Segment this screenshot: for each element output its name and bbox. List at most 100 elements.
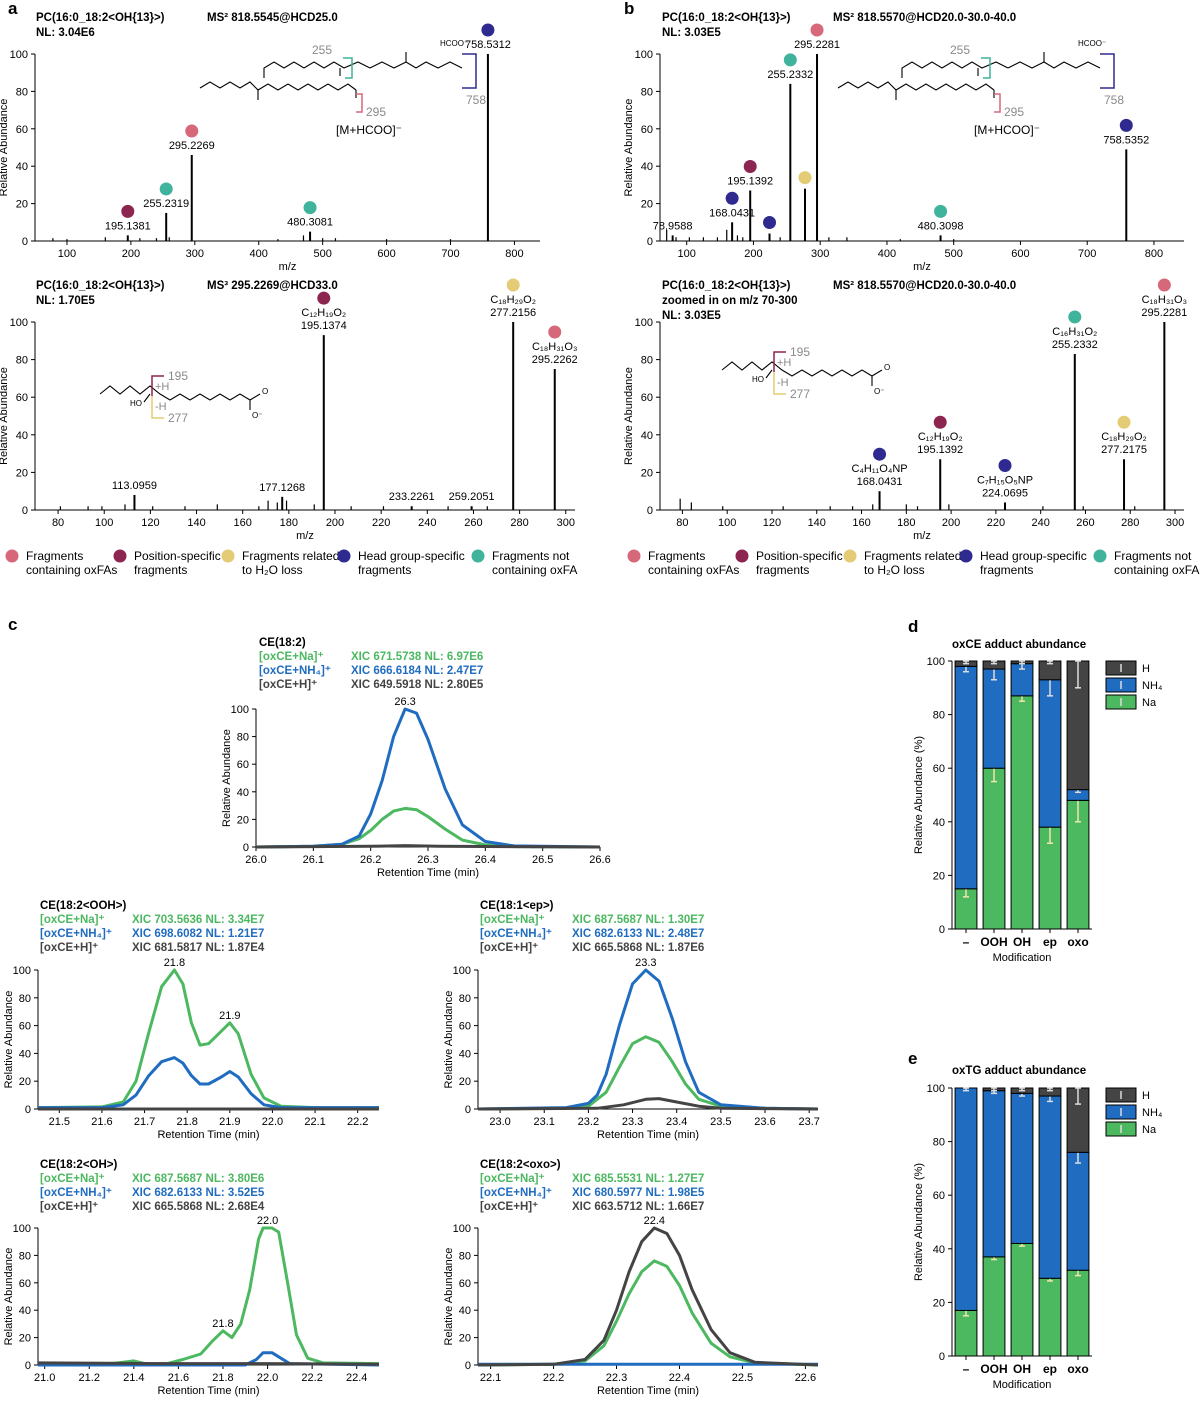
h-minus-label: -H xyxy=(155,401,167,413)
x-tick-label: 23.3 xyxy=(622,1116,643,1128)
x-axis-label: Retention Time (min) xyxy=(597,1385,699,1397)
x-axis-label: Retention Time (min) xyxy=(157,1129,259,1141)
fatty-acid-chain xyxy=(199,81,357,91)
y-tick-label: 80 xyxy=(459,1250,471,1262)
category-label: OOH xyxy=(980,1362,1007,1376)
legend-label: Fragments not xyxy=(492,549,570,563)
y-tick-label: 60 xyxy=(16,392,28,404)
y-tick-label: 60 xyxy=(641,124,653,136)
x-tick-label: 280 xyxy=(510,517,528,529)
y-tick-label: 40 xyxy=(16,161,28,173)
spectrum-title: PC(16:0_18:2<OH{13}>) xyxy=(36,12,165,24)
x-tick-label: 80 xyxy=(676,517,688,529)
adduct-label: [M+HCOO]⁻ xyxy=(336,123,402,137)
y-tick-label: 40 xyxy=(19,1048,31,1060)
bar-segment-Na xyxy=(1038,1277,1062,1357)
fragment-bracket-277 xyxy=(773,372,786,395)
x-tick-label: 21.6 xyxy=(91,1116,112,1128)
peak-label: C₁₈H₂₉O₂ xyxy=(490,294,536,306)
spectrum-scan: MS³ 295.2269@HCD33.0 xyxy=(207,280,338,292)
category-label: OH xyxy=(1013,935,1031,949)
fatty-acid-chain xyxy=(99,385,251,401)
x-tick-label: 22.1 xyxy=(480,1372,501,1384)
y-tick-label: 20 xyxy=(641,199,653,211)
x-tick-label: 300 xyxy=(557,517,575,529)
legend-label: Fragments related xyxy=(242,549,339,563)
x-tick-label: 26.6 xyxy=(589,854,610,866)
adduct-xic: XIC 665.5868 NL: 2.68E4 xyxy=(132,1201,265,1213)
x-tick-label: 200 xyxy=(744,248,762,260)
y-tick-label: 100 xyxy=(453,1223,471,1235)
spectrum-header-line: NL: 3.03E5 xyxy=(662,27,721,39)
peak-label: 195.1374 xyxy=(301,320,347,332)
panel-label: b xyxy=(624,0,634,18)
peak-label: 255.2319 xyxy=(143,198,189,210)
x-tick-label: 23.0 xyxy=(489,1116,510,1128)
x-axis-label: Retention Time (min) xyxy=(597,1129,699,1141)
peak-label: 168.0431 xyxy=(709,207,755,219)
x-tick-label: 21.8 xyxy=(176,1116,197,1128)
series-line-green xyxy=(255,806,601,849)
fa-structure-drawing xyxy=(99,375,261,419)
adduct-xic: XIC 681.5817 NL: 1.87E4 xyxy=(132,942,265,954)
peak-label: C₇H₁₅O₅NP xyxy=(977,474,1033,486)
peak-label: 758.5352 xyxy=(1103,134,1149,146)
legend-label: Position-specific xyxy=(756,549,843,563)
x-tick-label: 22.2 xyxy=(543,1372,564,1384)
peak-label: 177.1268 xyxy=(259,482,305,494)
peak-marker-dot xyxy=(873,447,887,461)
stacked-bar-d: oxCE adduct abundance 0 20 40 60 80 100 – OOH OH e… xyxy=(913,639,1163,964)
bar-segment-NH₄ xyxy=(982,1090,1006,1258)
x-tick-label: 800 xyxy=(505,248,523,260)
x-tick-label: 260 xyxy=(464,517,482,529)
x-tick-label: 240 xyxy=(1032,517,1050,529)
series-line-blue xyxy=(477,968,819,1111)
panel-label: a xyxy=(8,0,18,18)
x-tick-label: 300 xyxy=(186,248,204,260)
spectrum-header-line: zoomed in on m/z 70-300 xyxy=(662,295,797,307)
x-tick-label: 180 xyxy=(897,517,915,529)
x-tick-label: 22.0 xyxy=(262,1116,283,1128)
chromatogram-c5: 0 20 40 60 80 100 22.1 22.2 22.3 22.4 22.5 22.6 Rete… xyxy=(443,1159,819,1397)
x-tick-label: 500 xyxy=(313,248,331,260)
y-axis-label: Relative Abundance xyxy=(3,991,15,1089)
y-tick-label: 0 xyxy=(647,505,653,517)
legend-label: containing oxFAs xyxy=(26,563,117,577)
legend-label: fragments xyxy=(134,563,187,577)
fragment-label-277: 277 xyxy=(168,411,188,425)
peak-marker-dot xyxy=(763,216,777,230)
peak-marker-dot xyxy=(1157,278,1171,292)
panel-label: c xyxy=(8,615,17,634)
x-tick-label: 100 xyxy=(95,517,113,529)
adduct-name: [oxCE+H]⁺ xyxy=(480,1201,538,1213)
hcoo-label: HCOO⁻ xyxy=(440,39,468,48)
legend-label: containing oxFAs xyxy=(648,563,739,577)
peak-marker-dot xyxy=(1117,415,1131,429)
x-axis-label: Retention Time (min) xyxy=(377,867,479,879)
peak-label: 113.0959 xyxy=(112,480,157,492)
peak-marker-dot xyxy=(548,325,562,339)
y-tick-label: 80 xyxy=(16,355,28,367)
x-tick-label: 300 xyxy=(1166,517,1184,529)
x-tick-label: 700 xyxy=(441,248,459,260)
chromatogram-c3: 0 20 40 60 80 100 23.0 23.1 23.2 23.3 23.4 23.5 23.6… xyxy=(443,900,820,1141)
y-tick-label: 20 xyxy=(16,467,28,479)
adduct-name: [oxCE+NH₄]⁺ xyxy=(259,665,331,677)
structure-labels: 255 295 758 [M+HCOO]⁻ HCOO⁻ xyxy=(312,39,486,137)
bar-segment-NH₄ xyxy=(1010,1092,1034,1244)
category-label: – xyxy=(963,1362,970,1376)
legend-label: Na xyxy=(1142,697,1157,709)
peak-label: 233.2261 xyxy=(389,491,435,503)
legend-label: Head group-specific xyxy=(980,549,1087,563)
y-tick-label: 60 xyxy=(19,1021,31,1033)
oxygen-label: O xyxy=(262,387,268,396)
adduct-xic: XIC 685.5531 NL: 1.27E7 xyxy=(572,1173,704,1185)
x-tick-label: 26.2 xyxy=(360,854,381,866)
stacked-bar-e: oxTG adduct abundance 0 20 40 60 80 100 – OOH OH e… xyxy=(913,1065,1163,1391)
adduct-name: [oxCE+NH₄]⁺ xyxy=(40,1187,112,1199)
y-tick-label: 0 xyxy=(647,236,653,248)
spectrum-scan: MS² 818.5570@HCD20.0-30.0-40.0 xyxy=(833,280,1016,292)
adduct-xic: XIC 687.5687 NL: 1.30E7 xyxy=(572,914,704,926)
bar-segment-NH₄ xyxy=(954,665,978,890)
y-tick-label: 100 xyxy=(927,656,945,668)
